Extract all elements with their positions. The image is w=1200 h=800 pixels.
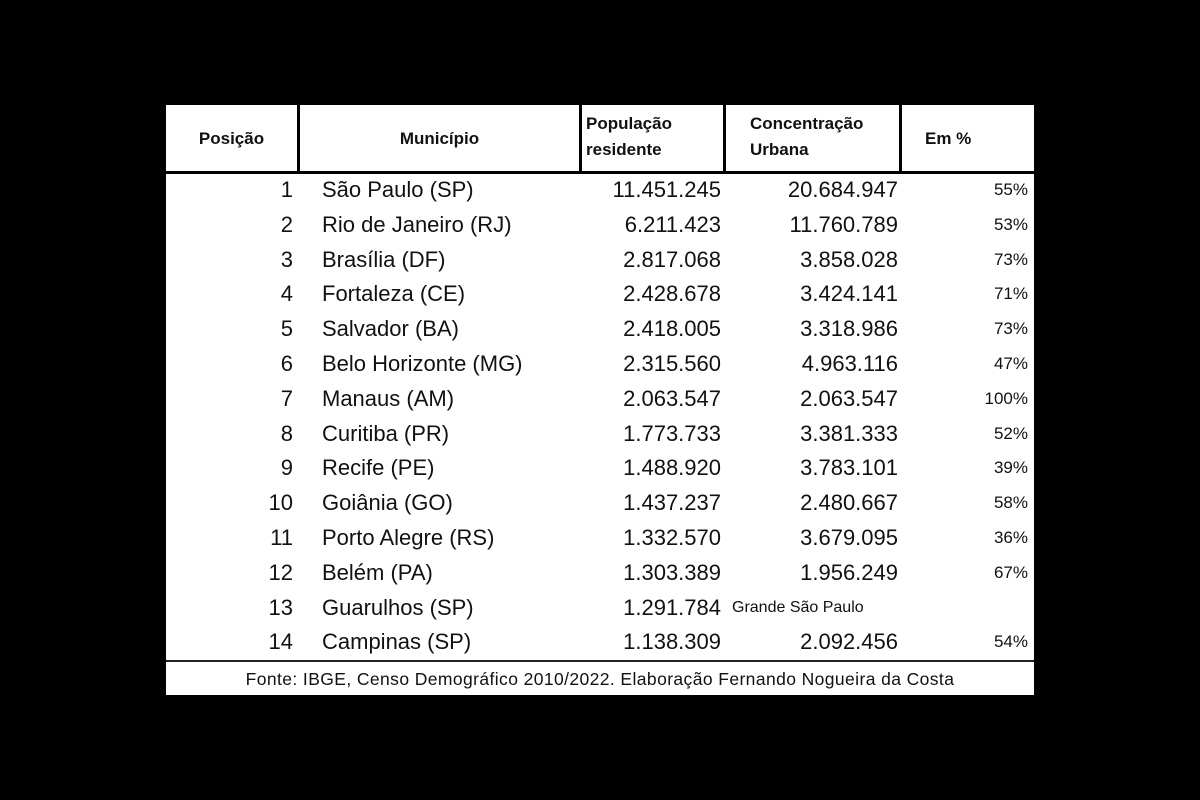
percent: 53% [993, 214, 1028, 234]
percent: 58% [993, 493, 1028, 513]
municipality: Goiânia (GO) [322, 490, 453, 516]
header-cell: Concentração Urbana [750, 114, 864, 159]
population: 6.211.423 [624, 211, 721, 237]
municipality: Rio de Janeiro (RJ) [322, 211, 512, 237]
percent: 52% [993, 423, 1028, 443]
population: 1.332.570 [623, 525, 721, 550]
municipality: Belo Horizonte (MG) [322, 351, 523, 376]
position: 13 [268, 594, 293, 620]
urban-concentration: 3.318.986 [800, 316, 898, 342]
urban-concentration: 3.424.141 [800, 281, 898, 307]
percent: 73% [993, 249, 1028, 269]
population: 1.773.733 [623, 420, 721, 446]
population: 1.303.389 [623, 559, 721, 585]
population: 2.418.005 [623, 316, 721, 342]
population: 2.315.560 [623, 351, 721, 376]
position: 9 [280, 455, 293, 481]
municipality: Porto Alegre (RS) [322, 525, 495, 550]
percent: 47% [993, 354, 1028, 373]
urban-concentration: 11.760.789 [789, 211, 898, 237]
position: 6 [280, 351, 293, 376]
percent: 39% [993, 458, 1028, 478]
position: 14 [268, 629, 293, 655]
municipality: Salvador (BA) [322, 316, 459, 342]
position: 10 [268, 490, 293, 516]
municipality: Manaus (AM) [322, 385, 455, 411]
header-cell: Município [399, 129, 480, 148]
position: 12 [268, 559, 293, 585]
percent: 36% [993, 528, 1028, 547]
position: 5 [280, 316, 293, 342]
urban-concentration: 3.679.095 [800, 525, 898, 550]
percent: 54% [993, 632, 1028, 652]
position: 4 [280, 281, 293, 307]
urban-concentration: 3.783.101 [800, 455, 898, 481]
population: 1.437.237 [623, 490, 721, 516]
urban-concentration: 4.963.116 [801, 351, 898, 376]
header-divider [579, 105, 582, 172]
position: 8 [280, 420, 293, 446]
population: 1.488.920 [623, 455, 721, 481]
cell-note: Grande São Paulo [732, 598, 864, 616]
percent: 73% [993, 319, 1028, 339]
population: 1.291.784 [623, 594, 721, 620]
municipality: Guarulhos (SP) [322, 594, 474, 620]
urban-concentration: 3.858.028 [800, 246, 898, 272]
municipality: Fortaleza (CE) [322, 281, 466, 307]
position: 7 [280, 385, 293, 411]
position: 11 [270, 525, 293, 550]
population: 2.428.678 [623, 281, 721, 307]
position: 3 [280, 246, 293, 272]
municipality: São Paulo (SP) [322, 177, 474, 202]
population: 2.063.547 [623, 385, 721, 411]
population: 11.451.245 [612, 177, 721, 202]
percent: 71% [993, 284, 1028, 304]
position: 2 [280, 211, 293, 237]
table: Fonte: IBGE, Censo Demográfico 2010/2022… [166, 105, 1034, 695]
header-rule [166, 171, 1034, 174]
urban-concentration: 2.092.456 [800, 629, 898, 655]
municipality: Recife (PE) [322, 455, 435, 481]
percent: 100% [984, 388, 1028, 408]
urban-concentration: 1.956.249 [800, 559, 898, 585]
municipality: Curitiba (PR) [322, 420, 450, 446]
header-divider [899, 105, 902, 172]
municipality: Brasília (DF) [322, 246, 446, 272]
population: 2.817.068 [623, 246, 721, 272]
municipality: Campinas (SP) [322, 629, 472, 655]
municipality: Belém (PA) [322, 559, 433, 585]
urban-concentration: 2.480.667 [800, 490, 898, 516]
urban-concentration: 2.063.547 [800, 385, 898, 411]
position: 1 [280, 177, 293, 202]
population: 1.138.309 [623, 629, 721, 655]
percent: 55% [993, 180, 1028, 199]
header-divider [297, 105, 300, 172]
percent: 67% [993, 562, 1028, 582]
urban-concentration: 20.684.947 [787, 177, 898, 202]
header-cell: População residente [586, 114, 672, 159]
urban-concentration: 3.381.333 [800, 420, 898, 446]
header-divider [723, 105, 726, 172]
header-cell: Em % [925, 129, 972, 148]
footer-note: Fonte: IBGE, Censo Demográfico 2010/2022… [166, 660, 1034, 695]
header-cell: Posição [198, 129, 265, 148]
